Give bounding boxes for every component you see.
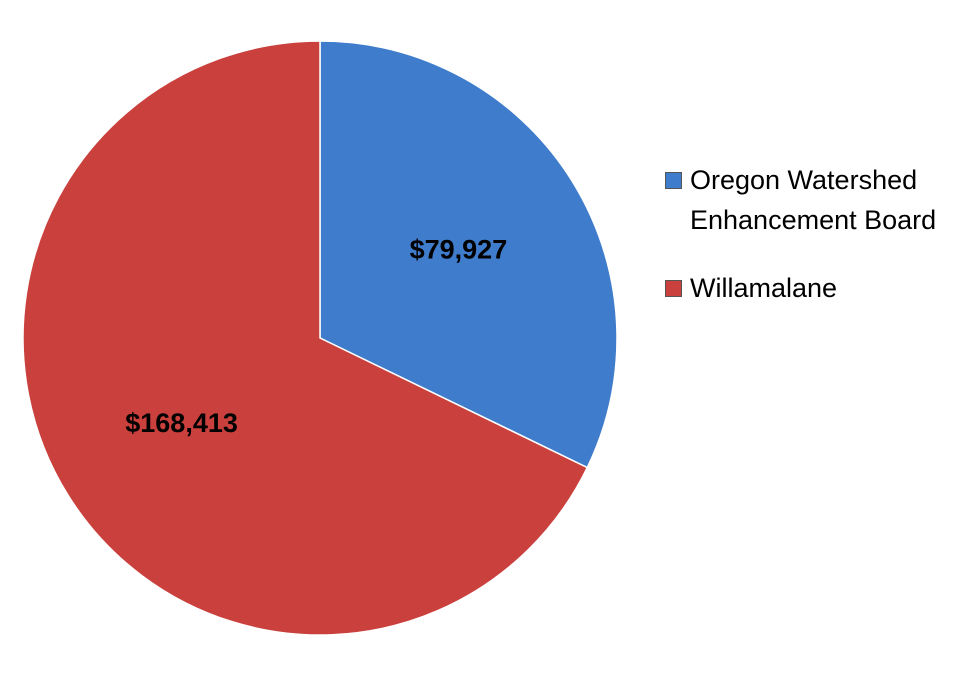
data-label: $79,927: [410, 234, 508, 264]
legend-item: Willamalane: [665, 268, 965, 308]
legend-label: Willamalane: [690, 273, 838, 303]
legend-item: Oregon Watershed Enhancement Board: [665, 160, 965, 240]
pie-area: $79,927 $168,413: [22, 40, 618, 636]
legend: Oregon Watershed Enhancement Board Willam…: [665, 160, 965, 336]
data-label: $168,413: [125, 408, 238, 438]
legend-swatch: [665, 280, 682, 297]
pie-slice: [22, 40, 589, 636]
pie-slice: [319, 40, 618, 469]
legend-label: Oregon Watershed Enhancement Board: [690, 165, 937, 235]
legend-swatch: [665, 172, 682, 189]
